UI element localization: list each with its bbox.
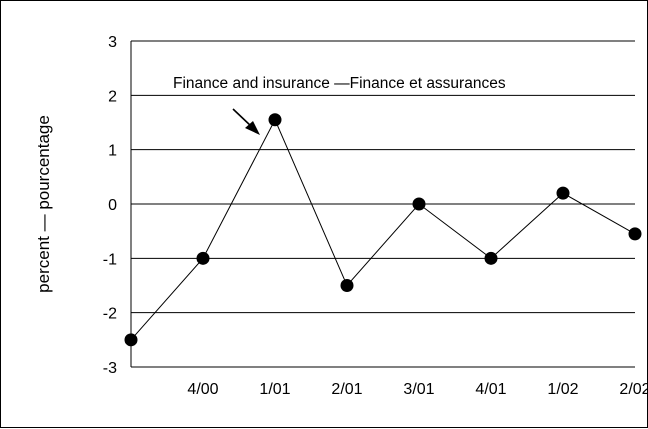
series-finance [124, 113, 642, 347]
annotation-arrow-head [245, 121, 260, 135]
data-point [196, 251, 210, 265]
y-tick-label: 2 [108, 88, 117, 105]
x-tick-label: 4/00 [187, 381, 218, 398]
y-tick-label: -2 [103, 306, 117, 323]
data-point [556, 186, 570, 200]
x-tick-label: 2/01 [331, 381, 362, 398]
data-point [268, 113, 282, 127]
y-tick-label: 1 [108, 143, 117, 160]
annotation: Finance and insurance —Finance et assura… [173, 75, 506, 135]
y-tick-label: -3 [103, 360, 117, 377]
grid-lines [131, 40, 635, 368]
y-axis-label: percent — pourcentage [34, 115, 53, 293]
data-point [340, 279, 354, 292]
x-tick-label: 2/02 [619, 381, 648, 398]
y-tick-label: 3 [108, 34, 117, 51]
y-tick-labels: 3 2 1 0 -1 -2 -3 [103, 34, 117, 377]
data-point [484, 251, 498, 265]
x-tick-label: 3/01 [403, 381, 434, 398]
y-tick-label: 0 [108, 197, 117, 214]
x-tick-labels: 4/00 1/01 2/01 3/01 4/01 1/02 2/02 [187, 381, 648, 398]
y-tick-label: -1 [103, 251, 117, 268]
series-line [130, 118, 636, 341]
x-tick-label: 1/02 [547, 381, 578, 398]
x-tick-label: 4/01 [475, 381, 506, 398]
annotation-arrow-shaft [232, 108, 253, 128]
data-point [412, 197, 426, 211]
annotation-label: Finance and insurance —Finance et assura… [173, 75, 506, 92]
data-point [628, 227, 642, 241]
x-tick-label: 1/01 [259, 381, 290, 398]
data-point [124, 333, 138, 347]
